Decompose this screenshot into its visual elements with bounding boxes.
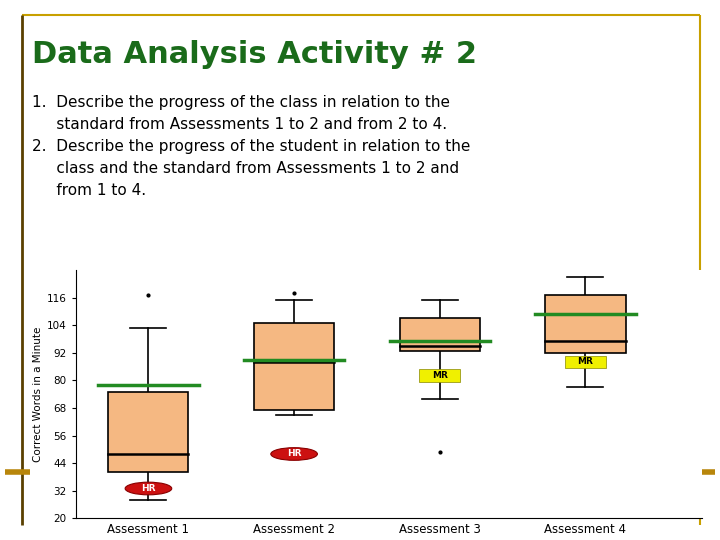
Text: MR: MR (577, 357, 593, 367)
Bar (254, 323, 334, 410)
Text: MR: MR (432, 372, 448, 380)
Bar (419, 369, 460, 382)
Ellipse shape (271, 448, 318, 460)
Y-axis label: Correct Words in a Minute: Correct Words in a Minute (32, 327, 42, 462)
Bar (565, 356, 606, 368)
Text: from 1 to 4.: from 1 to 4. (32, 183, 146, 198)
Bar (109, 392, 189, 472)
Text: class and the standard from Assessments 1 to 2 and: class and the standard from Assessments … (32, 161, 459, 176)
Text: 1.  Describe the progress of the class in relation to the: 1. Describe the progress of the class in… (32, 95, 450, 110)
Text: HR: HR (141, 484, 156, 493)
Text: 2.  Describe the progress of the student in relation to the: 2. Describe the progress of the student … (32, 139, 470, 154)
Ellipse shape (125, 482, 172, 495)
Text: standard from Assessments 1 to 2 and from 2 to 4.: standard from Assessments 1 to 2 and fro… (32, 117, 447, 132)
Text: HR: HR (287, 449, 302, 458)
Text: Data Analysis Activity # 2: Data Analysis Activity # 2 (32, 40, 477, 69)
Bar (546, 295, 626, 353)
Bar (400, 318, 480, 350)
